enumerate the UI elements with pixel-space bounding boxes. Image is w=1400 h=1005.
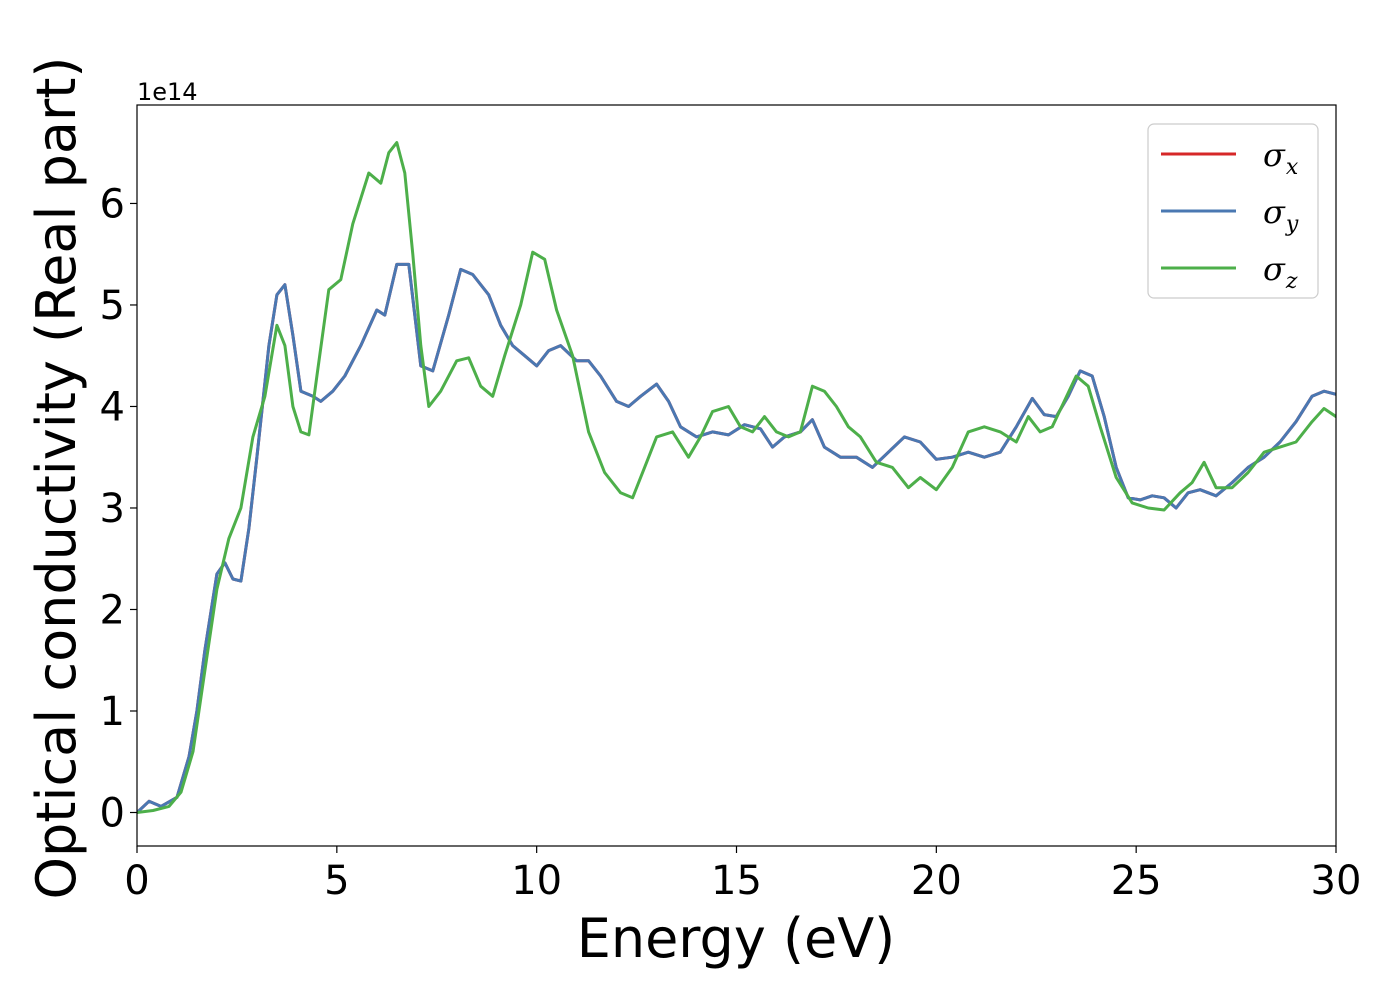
x-axis-title: Energy (eV) — [577, 907, 896, 970]
y-tick-label: 6 — [100, 181, 125, 227]
axes-layer: 0 5 10 15 20 25 30 0 1 2 3 4 5 6 — [100, 104, 1362, 904]
x-tick-label: 15 — [711, 858, 762, 904]
x-tick-label: 5 — [324, 858, 349, 904]
x-tick-label: 0 — [124, 858, 149, 904]
x-tick-label: 25 — [1111, 858, 1162, 904]
series-layer — [137, 141, 1336, 814]
x-tick-label: 20 — [911, 858, 962, 904]
series-line-z — [137, 141, 1336, 814]
y-offset-label: 1e14 — [137, 78, 198, 106]
y-tick-label: 2 — [100, 587, 125, 633]
y-tick-label: 5 — [100, 283, 125, 329]
y-tick-label: 0 — [100, 791, 125, 837]
y-axis-title: Optical conductivity (Real part) — [25, 57, 88, 900]
series-line-y — [137, 262, 1336, 814]
y-tick-label: 3 — [100, 486, 125, 532]
x-tick-label: 10 — [511, 858, 562, 904]
y-tick-label: 1 — [100, 689, 125, 735]
y-tick-label: 4 — [100, 384, 125, 430]
x-tick-label: 30 — [1311, 858, 1362, 904]
